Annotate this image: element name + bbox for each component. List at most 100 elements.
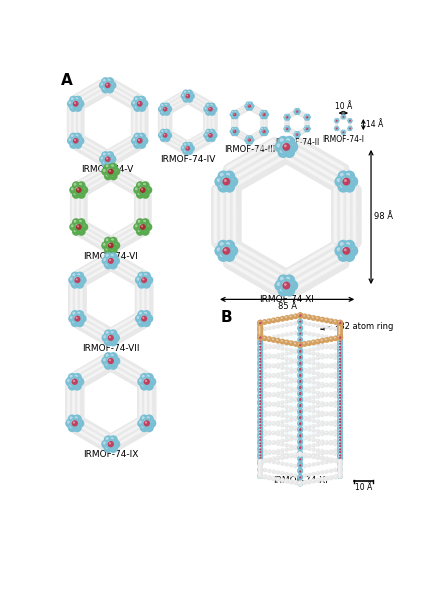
Circle shape — [132, 108, 135, 111]
Circle shape — [307, 126, 308, 128]
Circle shape — [138, 193, 147, 201]
Circle shape — [75, 92, 83, 101]
Circle shape — [74, 141, 82, 149]
Circle shape — [260, 130, 262, 131]
Circle shape — [217, 231, 229, 243]
Circle shape — [237, 267, 241, 271]
Circle shape — [145, 287, 154, 296]
Circle shape — [84, 372, 87, 375]
Circle shape — [81, 314, 84, 317]
Circle shape — [289, 350, 293, 355]
Circle shape — [322, 256, 326, 260]
Circle shape — [293, 379, 298, 383]
Circle shape — [334, 452, 335, 454]
Circle shape — [317, 439, 318, 441]
Circle shape — [257, 332, 263, 338]
Circle shape — [337, 439, 343, 445]
Circle shape — [312, 425, 314, 426]
Circle shape — [352, 236, 356, 240]
Circle shape — [259, 349, 260, 351]
Circle shape — [135, 368, 138, 371]
Circle shape — [321, 433, 322, 434]
Circle shape — [224, 220, 235, 231]
Circle shape — [128, 223, 137, 231]
Circle shape — [257, 416, 263, 422]
Circle shape — [147, 412, 157, 421]
Circle shape — [290, 445, 291, 446]
Circle shape — [114, 368, 117, 370]
Circle shape — [290, 480, 292, 482]
Circle shape — [297, 408, 303, 414]
Circle shape — [184, 143, 186, 145]
Circle shape — [312, 276, 316, 280]
Circle shape — [143, 216, 151, 224]
Circle shape — [299, 374, 301, 376]
Circle shape — [272, 345, 276, 349]
Circle shape — [299, 392, 300, 394]
Circle shape — [142, 108, 145, 111]
Circle shape — [263, 346, 267, 350]
Circle shape — [111, 339, 114, 342]
Circle shape — [316, 317, 318, 319]
Circle shape — [334, 459, 335, 461]
Circle shape — [297, 354, 303, 360]
Circle shape — [339, 446, 340, 449]
Circle shape — [77, 145, 85, 154]
Circle shape — [278, 268, 282, 272]
Circle shape — [289, 341, 293, 346]
Circle shape — [340, 173, 344, 177]
Circle shape — [95, 321, 104, 330]
Circle shape — [80, 231, 89, 240]
Circle shape — [254, 167, 266, 179]
Circle shape — [70, 293, 73, 296]
Circle shape — [286, 114, 289, 118]
Circle shape — [338, 360, 342, 364]
Circle shape — [289, 418, 293, 422]
Circle shape — [339, 454, 340, 455]
Circle shape — [304, 114, 308, 117]
Circle shape — [68, 280, 77, 289]
Circle shape — [296, 154, 300, 158]
Circle shape — [72, 370, 81, 379]
Circle shape — [321, 154, 333, 166]
Circle shape — [133, 418, 143, 427]
Circle shape — [257, 431, 263, 437]
Circle shape — [248, 138, 251, 142]
Circle shape — [111, 91, 119, 100]
Circle shape — [88, 173, 97, 181]
Circle shape — [70, 193, 79, 201]
Circle shape — [163, 133, 165, 136]
Circle shape — [92, 362, 95, 365]
Circle shape — [80, 100, 88, 109]
Circle shape — [303, 115, 307, 119]
Circle shape — [142, 278, 145, 280]
Circle shape — [267, 337, 270, 339]
Circle shape — [174, 97, 176, 99]
Circle shape — [101, 356, 110, 366]
Circle shape — [164, 109, 171, 116]
Circle shape — [304, 332, 305, 333]
Circle shape — [312, 358, 314, 359]
Circle shape — [75, 190, 83, 198]
Circle shape — [75, 307, 78, 310]
Circle shape — [316, 346, 320, 350]
Circle shape — [333, 200, 337, 204]
Circle shape — [294, 418, 296, 419]
Circle shape — [346, 217, 350, 221]
Circle shape — [207, 131, 214, 140]
Circle shape — [296, 148, 300, 151]
Circle shape — [250, 273, 261, 284]
Circle shape — [203, 111, 210, 118]
Circle shape — [299, 380, 301, 383]
Circle shape — [77, 273, 80, 276]
Circle shape — [158, 122, 165, 129]
Circle shape — [79, 190, 88, 198]
Circle shape — [260, 133, 261, 135]
Circle shape — [82, 224, 85, 227]
Circle shape — [340, 115, 343, 118]
Circle shape — [119, 95, 128, 104]
Circle shape — [131, 431, 140, 441]
Circle shape — [299, 416, 300, 418]
Circle shape — [258, 421, 263, 425]
Circle shape — [258, 387, 263, 391]
